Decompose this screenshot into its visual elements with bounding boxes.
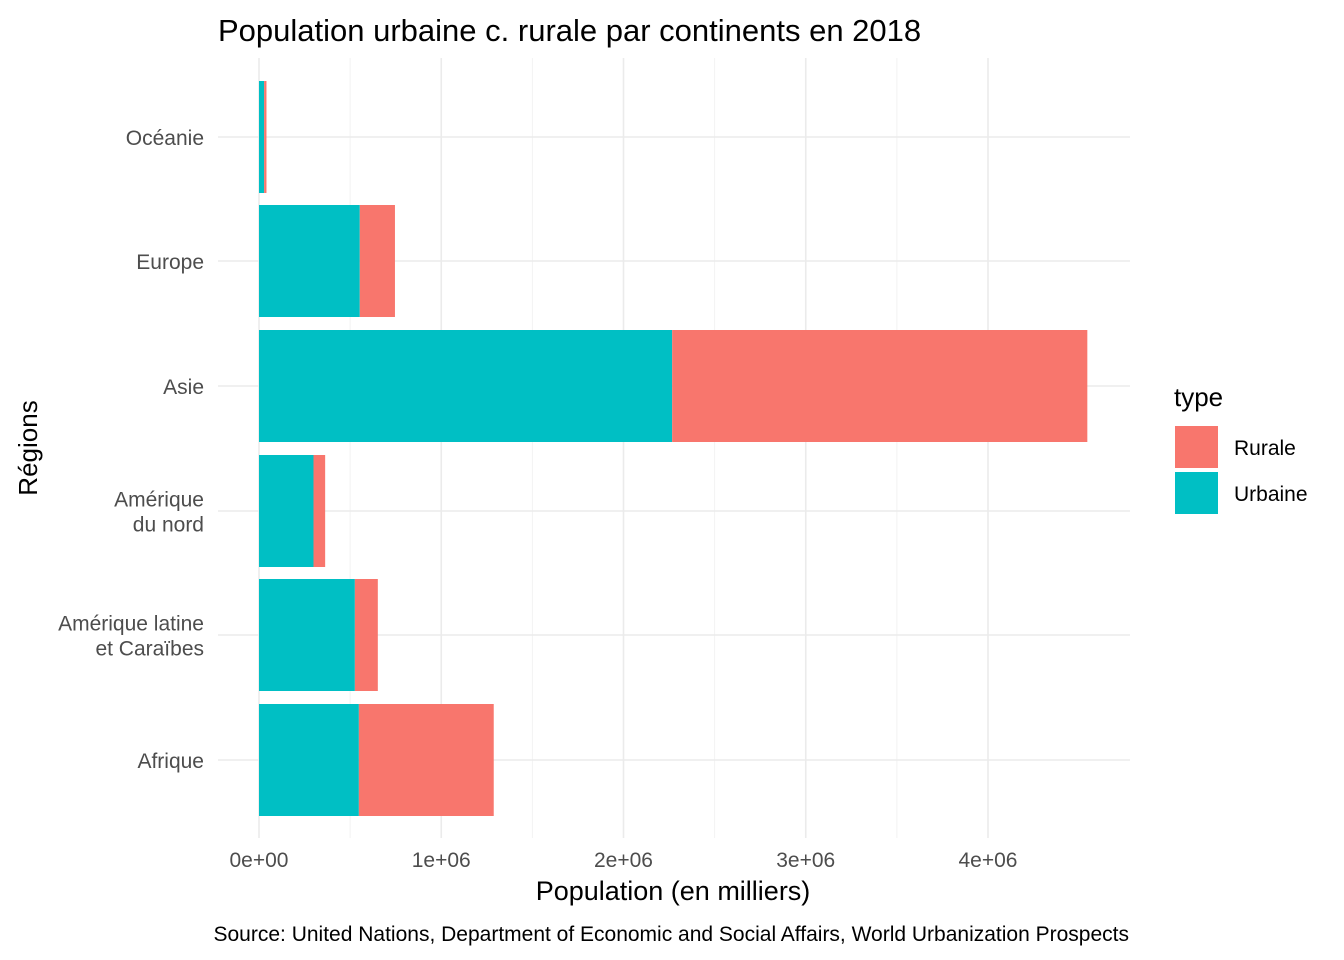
caption: Source: United Nations, Department of Ec… [214, 923, 1130, 946]
legend: type Rurale Urbaine [1174, 382, 1308, 514]
x-tick-label: 2e+06 [594, 849, 653, 872]
bar-urbaine [259, 205, 360, 317]
bar-urbaine [259, 579, 355, 691]
x-tick-labels: 0e+00 1e+06 2e+06 3e+06 4e+06 [230, 849, 1018, 872]
grid [218, 58, 1130, 838]
bar-rurale [359, 205, 395, 317]
bar-urbaine [259, 81, 265, 193]
x-tick-label: 0e+00 [230, 849, 289, 872]
legend-key-rurale [1175, 426, 1218, 468]
bar-rurale [264, 81, 267, 193]
y-tick-label: Océanie [126, 127, 204, 150]
y-tick-label: Afrique [137, 750, 204, 773]
bar-urbaine [259, 704, 359, 816]
legend-label: Urbaine [1234, 483, 1308, 506]
y-tick-label: Asie [163, 376, 204, 399]
y-tick-label: Amérique latine [58, 613, 204, 636]
x-tick-label: 4e+06 [959, 849, 1018, 872]
x-axis-label: Population (en milliers) [536, 876, 811, 906]
y-tick-label: Amérique [114, 489, 204, 512]
y-tick-label: Europe [136, 251, 204, 274]
y-tick-label: du nord [133, 514, 204, 537]
bars [259, 81, 1088, 816]
bar-urbaine [259, 330, 673, 442]
y-axis-label: Régions [13, 400, 43, 495]
legend-title: type [1174, 382, 1223, 412]
bar-rurale [354, 579, 378, 691]
x-tick-label: 1e+06 [412, 849, 471, 872]
bar-urbaine [259, 455, 314, 567]
x-tick-label: 3e+06 [776, 849, 835, 872]
chart-title: Population urbaine c. rurale par contine… [218, 13, 921, 48]
bar-rurale [672, 330, 1088, 442]
legend-key-urbaine [1175, 472, 1218, 514]
bar-rurale [358, 704, 494, 816]
legend-label: Rurale [1234, 437, 1296, 460]
bar-rurale [313, 455, 326, 567]
y-tick-label: et Caraïbes [95, 638, 204, 661]
